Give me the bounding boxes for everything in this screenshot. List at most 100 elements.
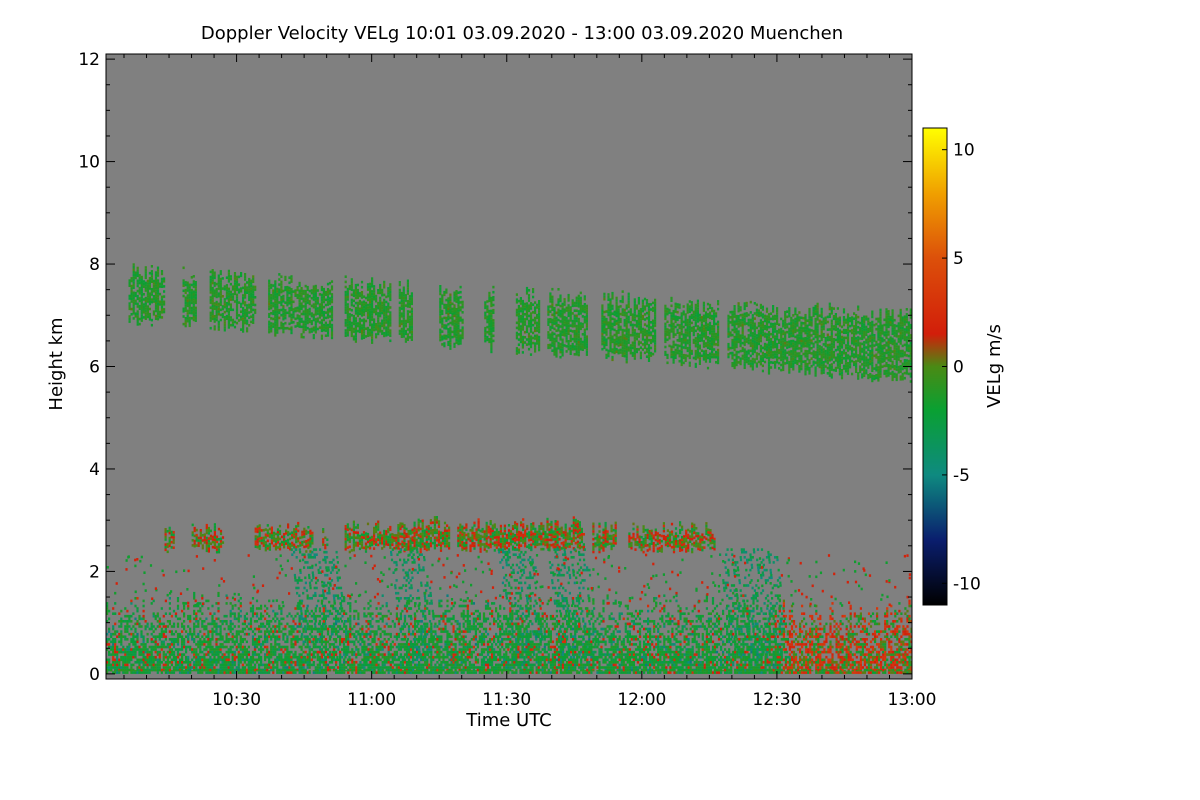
echo-cell [144, 268, 147, 272]
echo-cell [326, 288, 330, 291]
echo-cell [871, 351, 874, 355]
echo-cell [834, 333, 837, 337]
echo-cell [836, 361, 839, 364]
echo-cell [408, 323, 411, 326]
echo-cell [849, 319, 852, 323]
echo-cell [901, 326, 904, 330]
echo-cell [749, 326, 752, 329]
echo-cell [377, 306, 380, 310]
echo-cell [609, 313, 612, 317]
echo-cell [225, 296, 228, 300]
echo-cell [621, 331, 624, 334]
echo-cell [577, 328, 580, 331]
echo-cell [354, 286, 357, 289]
echo-cell [387, 287, 390, 290]
echo-cell [404, 319, 407, 323]
echo-cell [300, 292, 303, 295]
echo-cell [447, 312, 450, 316]
echo-cell [782, 319, 785, 323]
echo-cell [818, 350, 821, 353]
echo-cell [569, 311, 572, 315]
echo-cell [647, 346, 651, 350]
echo-cell [739, 324, 742, 327]
echo-cell [824, 360, 827, 363]
echo-cell [684, 346, 687, 350]
echo-cell [814, 356, 817, 359]
echo-cell [859, 352, 862, 356]
echo-cell [625, 340, 628, 343]
echo-cell [869, 337, 872, 340]
echo-cell [252, 313, 255, 317]
echo-cell [840, 346, 844, 349]
echo-cell [846, 315, 850, 319]
echo-cell [455, 323, 458, 326]
echo-cell [794, 322, 797, 326]
echo-cell [128, 307, 131, 311]
echo-cell [784, 344, 787, 347]
echo-cell [168, 544, 171, 548]
echo-cell [410, 328, 413, 331]
echo-cell [800, 331, 803, 335]
echo-cell [268, 548, 271, 551]
echo-cell [330, 336, 334, 340]
echo-cell [749, 341, 752, 345]
echo-cell [453, 342, 456, 346]
echo-cell [784, 334, 787, 337]
echo-cell [694, 339, 697, 343]
echo-cell [168, 536, 171, 540]
echo-cell [184, 288, 187, 292]
echo-cell [652, 309, 655, 312]
echo-cell [796, 362, 799, 366]
echo-cell [209, 283, 212, 286]
echo-cell [398, 281, 401, 284]
echo-cell [276, 290, 279, 293]
echo-cell [490, 319, 493, 323]
echo-cell [344, 324, 347, 327]
echo-cell [274, 328, 277, 332]
echo-cell [354, 337, 357, 341]
echo-cell [692, 325, 695, 329]
echo-cell [857, 331, 860, 334]
echo-cell [899, 375, 902, 378]
echo-cell [753, 332, 756, 336]
echo-cell [684, 323, 687, 327]
echo-cell [621, 346, 624, 350]
echo-cell [704, 319, 708, 322]
echo-cell [605, 356, 608, 359]
echo-cell [221, 315, 224, 319]
echo-cell [445, 334, 448, 338]
echo-cell [907, 329, 910, 332]
echo-cell [209, 542, 212, 545]
echo-cell [381, 301, 384, 305]
echo-cell [869, 339, 872, 343]
echo-cell [306, 326, 309, 330]
echo-cell [806, 355, 809, 358]
echo-cell [398, 309, 401, 312]
echo-cell [406, 305, 409, 308]
echo-cell [889, 315, 892, 319]
echo-cell [457, 334, 460, 338]
echo-cell [486, 315, 489, 319]
echo-cell [637, 317, 640, 320]
echo-cell [268, 532, 271, 536]
echo-cell [832, 356, 835, 359]
echo-cell [806, 339, 809, 343]
echo-cell [519, 340, 522, 344]
echo-cell [700, 339, 703, 342]
echo-cell [521, 325, 524, 329]
echo-cell [348, 320, 351, 324]
echo-cell [619, 343, 622, 347]
echo-cell [461, 321, 464, 324]
echo-cell [298, 317, 301, 321]
echo-cell [379, 307, 382, 310]
echo-cell [855, 370, 858, 373]
echo-cell [553, 345, 556, 348]
echo-cell [668, 331, 671, 335]
echo-cell [905, 366, 908, 370]
echo-cell [625, 327, 628, 331]
echo-cell [320, 285, 323, 289]
echo-cell [250, 297, 253, 301]
echo-cell [820, 320, 823, 324]
echo-cell [387, 294, 390, 298]
echo-cell [138, 276, 141, 280]
